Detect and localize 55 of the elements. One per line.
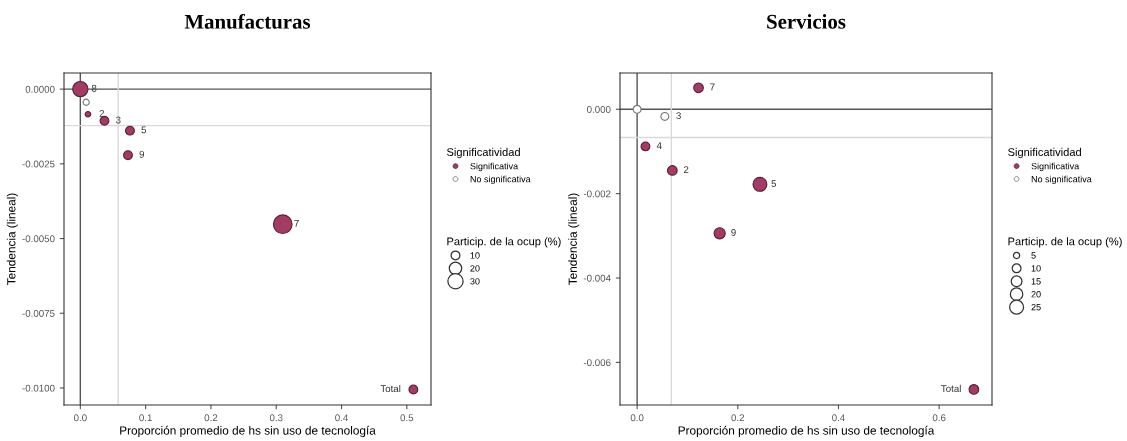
y-tick-label: -0.004 xyxy=(583,274,611,282)
x-tick-label: 0.0 xyxy=(630,414,644,422)
chart-title: Servicios xyxy=(767,14,846,29)
x-tick-label: 0.4 xyxy=(832,414,845,422)
y-tick-label: -0.002 xyxy=(583,190,611,198)
annotation: 4 xyxy=(656,142,662,149)
legend-title: Significatividad xyxy=(446,147,520,159)
y-tick-label: -0.0050 xyxy=(22,235,55,243)
annotation: Total xyxy=(941,384,961,392)
annotation: 3 xyxy=(115,116,121,124)
x-axis-title: Proporción promedio de hs sin uso de tecnología xyxy=(120,425,376,438)
y-tick-label: -0.0025 xyxy=(22,160,55,168)
x-tick-label: 0.3 xyxy=(269,414,283,422)
chart-title: Manufacturas xyxy=(184,13,311,29)
x-axis-title: Proporción promedio de hs sin uso de tecnología xyxy=(678,425,935,438)
annotation: 7 xyxy=(294,220,299,227)
annotation: 5 xyxy=(771,180,777,187)
y-tick-label: 0.000 xyxy=(587,106,611,113)
y-tick-label: -0.0100 xyxy=(22,384,55,392)
text: Particip. de la ocup (%) xyxy=(1008,237,1122,248)
legend-label: 10 xyxy=(470,252,480,259)
x-tick-label: 0.2 xyxy=(731,414,745,422)
y-tick-label: 0.0000 xyxy=(25,85,55,93)
annotation: 2 xyxy=(99,109,104,117)
annotation: Total xyxy=(380,384,401,393)
x-tick-label: 0.2 xyxy=(204,414,218,422)
legend-label: 30 xyxy=(470,278,480,285)
legend-label: Significativa xyxy=(1031,162,1080,172)
x-tick-label: 0.6 xyxy=(932,414,946,422)
annotation: 2 xyxy=(683,166,689,173)
x-tick-label: 0.1 xyxy=(139,414,152,422)
legend-label: 20 xyxy=(470,265,480,272)
legend-label: 20 xyxy=(1031,291,1041,298)
y-axis-title: Tendencia (lineal) xyxy=(6,193,18,285)
legend-label: No significativa xyxy=(470,175,531,185)
legend-label: 10 xyxy=(1031,265,1041,272)
legend-title: Significatividad xyxy=(1008,147,1081,159)
legend-label: 5 xyxy=(1031,252,1036,259)
legend-label: Significativa xyxy=(470,162,519,172)
y-tick-label: -0.0075 xyxy=(22,309,55,317)
legend-label: No significativa xyxy=(1031,175,1092,185)
y-axis-title: Tendencia (lineal) xyxy=(568,193,580,285)
annotation: 5 xyxy=(141,126,147,134)
annotation: 7 xyxy=(710,83,715,91)
x-tick-label: 0.4 xyxy=(335,414,349,422)
annotation: 3 xyxy=(676,112,681,120)
x-tick-label: 0.0 xyxy=(73,414,87,422)
annotation: 9 xyxy=(731,229,736,236)
annotation: 9 xyxy=(139,150,145,158)
annotation: 8 xyxy=(91,84,97,92)
x-tick-label: 0.5 xyxy=(400,414,414,422)
legend-label: 15 xyxy=(1031,278,1041,285)
legend-label: 25 xyxy=(1031,303,1041,311)
y-tick-label: -0.006 xyxy=(583,359,611,367)
text: Particip. de la ocup (%) xyxy=(447,237,561,248)
